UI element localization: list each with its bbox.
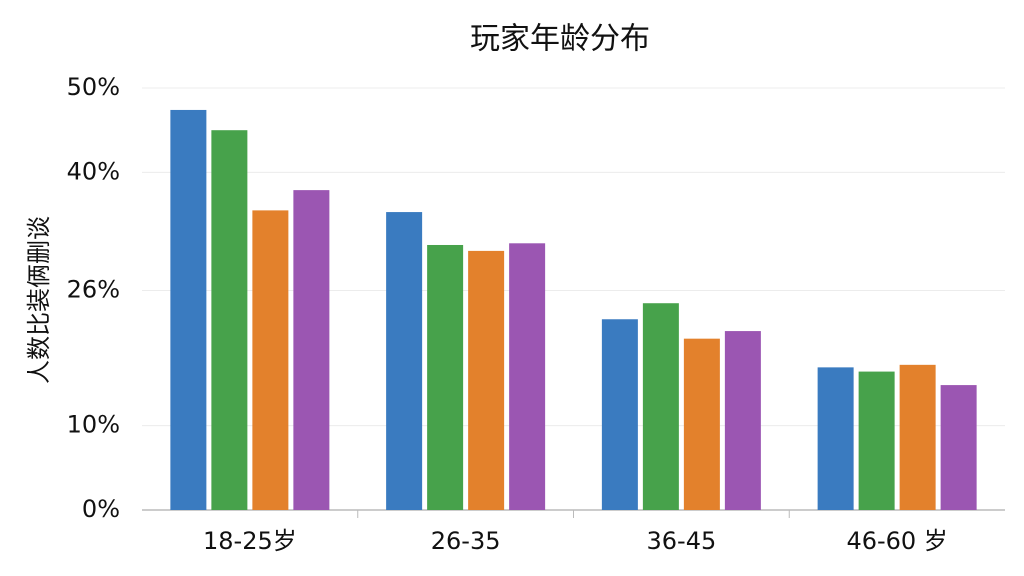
x-tick-label: 46-60 岁 [846, 527, 947, 555]
bar [293, 190, 330, 510]
y-tick-label: 50% [67, 73, 120, 101]
bar [642, 303, 679, 510]
bar [211, 130, 248, 510]
bar [386, 212, 423, 510]
bar [683, 338, 720, 510]
bar [858, 371, 895, 510]
x-tick-label: 36-45 [647, 527, 717, 555]
bar [252, 210, 289, 510]
y-tick-label: 10% [67, 411, 120, 439]
bar [817, 367, 854, 510]
chart-title: 玩家年龄分布 [470, 22, 650, 57]
bar [724, 331, 761, 510]
bar [899, 364, 936, 510]
y-tick-label: 26% [67, 276, 120, 304]
bar [170, 109, 207, 510]
y-tick-label: 0% [82, 495, 120, 523]
bar [468, 250, 505, 510]
y-tick-label: 40% [67, 157, 120, 185]
bar [601, 319, 638, 510]
bar [509, 243, 546, 510]
bar [940, 385, 977, 510]
x-tick-label: 26-35 [431, 527, 501, 555]
x-tick-label: 18-25岁 [203, 527, 297, 555]
y-axis-label: 人数比装俩删谈 [25, 216, 53, 384]
bar [427, 244, 464, 510]
